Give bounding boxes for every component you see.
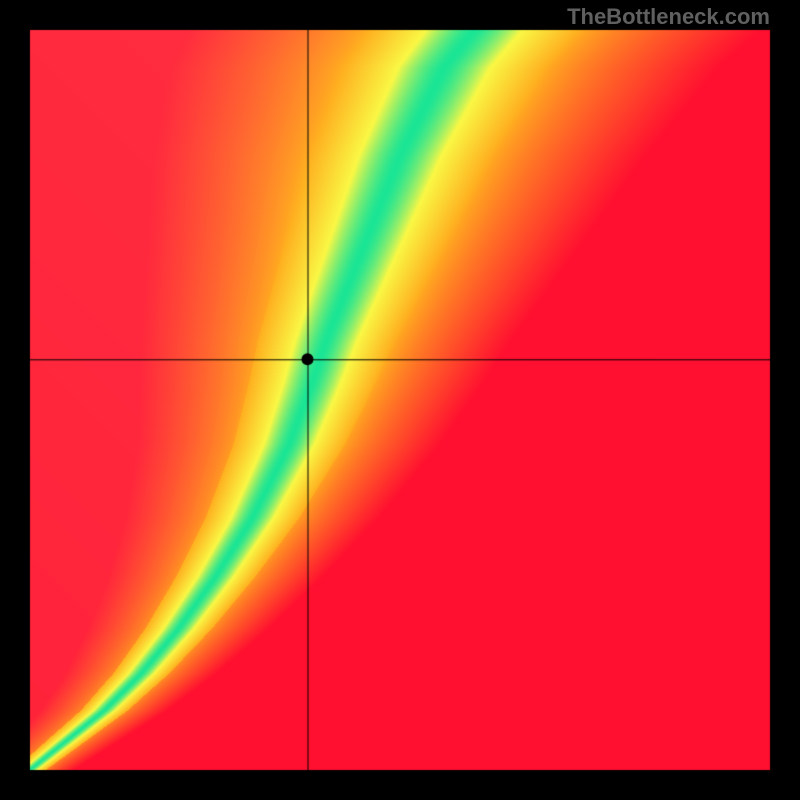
bottleneck-heatmap xyxy=(0,0,800,800)
watermark-text: TheBottleneck.com xyxy=(567,4,770,30)
